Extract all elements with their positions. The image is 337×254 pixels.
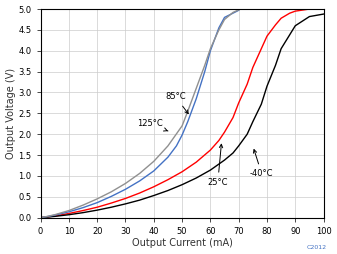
X-axis label: Output Current (mA): Output Current (mA) (132, 239, 233, 248)
Text: 85°C: 85°C (165, 92, 188, 114)
Text: 25°C: 25°C (208, 144, 228, 187)
Text: C2012: C2012 (307, 245, 327, 250)
Y-axis label: Output Voltage (V): Output Voltage (V) (5, 68, 16, 159)
Text: -40°C: -40°C (250, 150, 274, 178)
Text: 125°C: 125°C (137, 119, 168, 131)
